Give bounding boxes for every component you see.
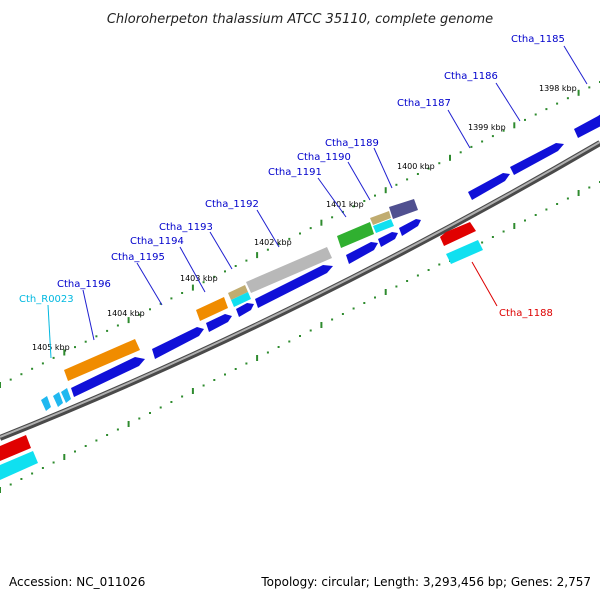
leader-line-1186 <box>495 82 521 122</box>
tick-tracks <box>0 81 600 493</box>
gene-ctha-1188-cyan <box>446 240 483 264</box>
genome-summary-text: Topology: circular; Length: 3,293,456 bp… <box>260 575 591 589</box>
leader-line-1191 <box>317 177 347 218</box>
gene-label-ctha-1188[interactable]: Ctha_1188 <box>499 308 553 319</box>
gene-ctha-1194-orange <box>196 297 228 321</box>
leader-line-1189 <box>373 147 393 189</box>
gene-label-ctha-1195[interactable]: Ctha_1195 <box>111 252 165 263</box>
rna-r0023-glyph-2 <box>53 392 63 407</box>
leader-line-R0023 <box>47 304 52 359</box>
accession-text: Accession: NC_011026 <box>9 575 145 589</box>
gene-ctha-1191-arrow <box>346 242 378 264</box>
gene-label-ctha-1192[interactable]: Ctha_1192 <box>205 199 259 210</box>
gene-ctha-1186-arrow <box>510 143 564 175</box>
gene-label-ctha-1186[interactable]: Ctha_1186 <box>444 71 498 82</box>
kbp-label-1400: 1400 kbp <box>397 162 435 171</box>
leader-line-1187 <box>447 109 471 149</box>
gene-label-ctha-1196[interactable]: Ctha_1196 <box>57 279 111 290</box>
gene-ctha-1195-arrow <box>152 327 204 359</box>
gene-ctha-1196-arrow <box>71 357 145 397</box>
gene-label-ctha-1191[interactable]: Ctha_1191 <box>268 167 322 178</box>
leader-line-1193 <box>209 231 233 270</box>
gene-label-ctha-1187[interactable]: Ctha_1187 <box>397 98 451 109</box>
gene-ctha-1192-arrow <box>255 265 333 308</box>
gene-ctha-1193-arrow <box>236 303 254 317</box>
gene-label-ctha-1194[interactable]: Ctha_1194 <box>130 236 184 247</box>
rna-r0023-glyph-3 <box>61 388 71 403</box>
kbp-label-1401: 1401 kbp <box>326 200 364 209</box>
gene-ctha-1185-arrow <box>574 114 600 138</box>
gene-label-group: Ctha_1185 Ctha_1186 Ctha_1187 Ctha_1188 … <box>19 34 565 319</box>
kbp-label-1403: 1403 kbp <box>180 274 218 283</box>
gene-label-ctha-1189[interactable]: Ctha_1189 <box>325 138 379 149</box>
gene-left-cyan <box>0 451 38 480</box>
gene-ctha-1194-arrow <box>206 314 232 332</box>
gene-label-ctha-1185[interactable]: Ctha_1185 <box>511 34 565 45</box>
gene-ctha-1193-cyan <box>231 292 251 307</box>
gene-ctha-1189-box <box>389 199 418 219</box>
leader-line-1190 <box>347 161 371 201</box>
leader-line-1188 <box>471 261 498 307</box>
genome-backbone <box>0 140 600 441</box>
gene-features <box>0 114 600 480</box>
gene-ctha-1187-arrow <box>468 173 510 200</box>
gene-label-ctha-1190[interactable]: Ctha_1190 <box>297 152 351 163</box>
gene-ctha-1189-arrow <box>399 219 421 236</box>
leader-lines <box>47 45 588 359</box>
gene-ctha-1190-khaki <box>370 211 391 225</box>
kbp-labels: 1398 kbp 1399 kbp 1400 kbp 1401 kbp 1402… <box>32 84 577 352</box>
leader-line-1194 <box>179 246 206 293</box>
leader-line-1192 <box>256 209 280 248</box>
gene-ctha-1188-red <box>440 222 476 246</box>
gene-label-ctha-1193[interactable]: Ctha_1193 <box>159 222 213 233</box>
gene-ctha-1190-arrow <box>378 232 398 247</box>
kbp-label-1404: 1404 kbp <box>107 309 145 318</box>
map-title: Chloroherpeton thalassium ATCC 35110, co… <box>107 12 493 27</box>
gene-ctha-1193-khaki <box>228 285 248 300</box>
rna-r0023-glyph-1 <box>41 396 51 411</box>
leader-line-1185 <box>563 45 588 85</box>
leader-line-1196 <box>82 289 95 341</box>
gene-ctha-1191-green <box>337 222 374 248</box>
gene-ctha-1190-cyan <box>373 219 394 233</box>
gene-left-red <box>0 435 31 461</box>
kbp-label-1402: 1402 kbp <box>254 238 292 247</box>
kbp-label-1399: 1399 kbp <box>468 123 506 132</box>
kbp-label-1398: 1398 kbp <box>539 84 577 93</box>
leader-line-1195 <box>136 262 163 306</box>
gene-ctha-1196-orange <box>64 339 140 381</box>
gene-label-cth-r0023[interactable]: Cth_R0023 <box>19 294 74 305</box>
gene-ctha-1192-grey <box>246 247 332 293</box>
